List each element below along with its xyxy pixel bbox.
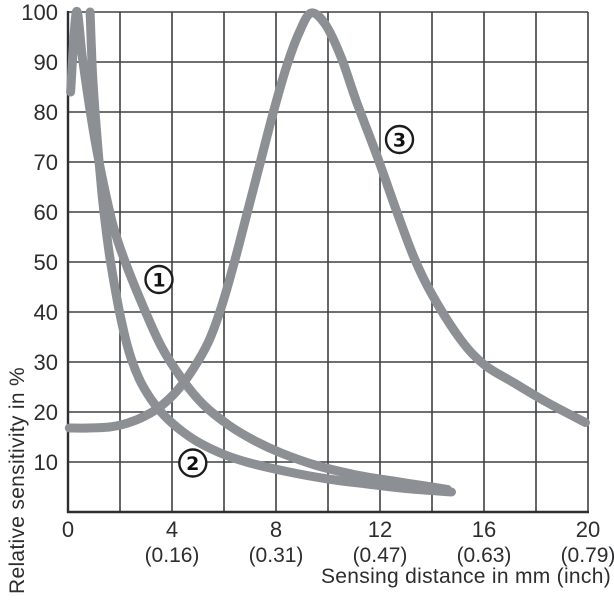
y-tick-label: 60 xyxy=(34,200,58,225)
y-tick-label: 70 xyxy=(34,150,58,175)
x-tick-label-mm: 20 xyxy=(576,517,600,542)
curve-1-label-circle xyxy=(144,264,174,295)
grid xyxy=(66,11,589,514)
x-axis-title: Sensing distance in mm (inch) xyxy=(321,565,611,588)
y-tick-label: 90 xyxy=(34,50,58,75)
y-tick-label: 10 xyxy=(34,450,58,475)
y-tick-label: 20 xyxy=(34,400,58,425)
x-tick-label-mm: 12 xyxy=(368,517,392,542)
curve-number-labels: 1 2 3 xyxy=(144,124,415,478)
x-tick-label-inch: (0.79) xyxy=(561,544,614,567)
y-tick-label: 40 xyxy=(34,300,58,325)
x-tick-label-mm: 16 xyxy=(472,517,496,542)
curve-2-label-number: 2 xyxy=(186,453,199,475)
x-tick-label-mm: 0 xyxy=(62,517,74,542)
curve-1 xyxy=(66,7,453,494)
curve-1-label-number: 1 xyxy=(152,270,165,292)
curve-2-label-circle xyxy=(178,448,208,478)
x-tick-label-mm: 4 xyxy=(166,517,178,542)
y-tick-label: 30 xyxy=(34,350,58,375)
x-tick-label-inch: (0.31) xyxy=(249,544,304,567)
curve-3-label-circle xyxy=(384,124,415,155)
curves xyxy=(64,7,590,497)
x-tick-label-inch: (0.63) xyxy=(457,544,512,567)
y-axis-title: Relative sensitivity in % xyxy=(6,367,29,594)
y-tick-label: 50 xyxy=(34,250,58,275)
y-tick-label: 80 xyxy=(34,100,58,125)
curve-3-label-number: 3 xyxy=(393,130,406,152)
x-tick-label-inch: (0.16) xyxy=(145,544,200,567)
x-tick-label-mm: 8 xyxy=(270,517,282,542)
y-tick-label: 100 xyxy=(21,0,58,25)
curve-3 xyxy=(64,8,590,433)
x-tick-label-inch: (0.47) xyxy=(353,544,408,567)
